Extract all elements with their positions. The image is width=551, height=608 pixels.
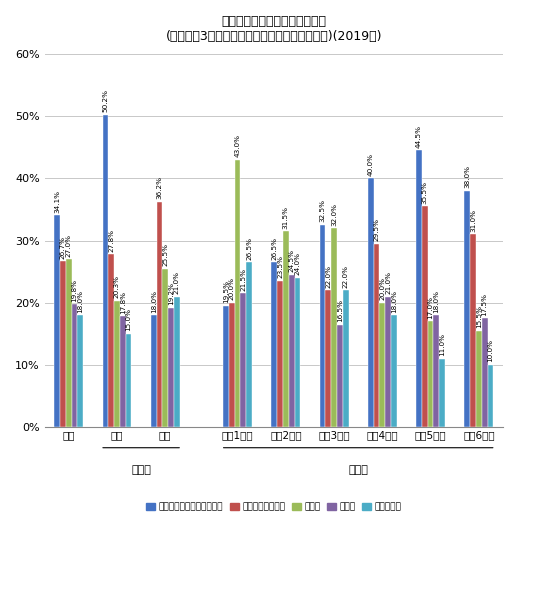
Text: 34.1%: 34.1%: [54, 190, 60, 213]
Bar: [156, 202, 163, 427]
Text: 21.0%: 21.0%: [385, 271, 391, 294]
Bar: [277, 281, 283, 427]
Bar: [235, 160, 240, 427]
Bar: [385, 297, 391, 427]
Bar: [72, 304, 78, 427]
Bar: [126, 334, 132, 427]
Text: 29.5%: 29.5%: [374, 218, 380, 241]
Bar: [331, 228, 337, 427]
Bar: [229, 303, 235, 427]
Text: 43.0%: 43.0%: [235, 134, 241, 157]
Bar: [470, 234, 476, 427]
Text: 50.2%: 50.2%: [102, 89, 109, 112]
Bar: [439, 359, 445, 427]
Text: 18.0%: 18.0%: [150, 290, 156, 313]
Bar: [120, 316, 126, 427]
Text: 40.0%: 40.0%: [368, 153, 374, 176]
Text: 男女別: 男女別: [131, 465, 151, 474]
Text: 19.2%: 19.2%: [168, 282, 174, 305]
Bar: [174, 297, 180, 427]
Bar: [391, 315, 397, 427]
Bar: [476, 331, 482, 427]
Text: 17.8%: 17.8%: [120, 291, 126, 314]
Text: 35.5%: 35.5%: [422, 181, 428, 204]
Bar: [102, 115, 109, 427]
Bar: [54, 215, 60, 427]
Bar: [343, 290, 349, 427]
Bar: [60, 261, 66, 427]
Bar: [464, 191, 470, 427]
Text: 25.5%: 25.5%: [162, 243, 168, 266]
Text: 26.5%: 26.5%: [246, 237, 252, 260]
Text: 23.5%: 23.5%: [277, 255, 283, 278]
Text: 31.5%: 31.5%: [283, 206, 289, 229]
Text: 学年別: 学年別: [348, 465, 368, 474]
Bar: [114, 301, 120, 427]
Bar: [380, 303, 385, 427]
Bar: [422, 206, 428, 427]
Text: 27.0%: 27.0%: [66, 233, 72, 257]
Text: 16.5%: 16.5%: [337, 299, 343, 322]
Bar: [240, 294, 246, 427]
Bar: [271, 262, 277, 427]
Bar: [320, 225, 326, 427]
Text: 11.0%: 11.0%: [439, 333, 445, 356]
Text: 10.0%: 10.0%: [488, 339, 493, 362]
Text: 32.5%: 32.5%: [320, 199, 326, 223]
Text: 20.0%: 20.0%: [229, 277, 235, 300]
Text: 26.5%: 26.5%: [271, 237, 277, 260]
Legend: テレビゲーム・携帯ゲーム, 友達とおしゃべり, 外遊び, テレビ, 家族と遊ぶ: テレビゲーム・携帯ゲーム, 友達とおしゃべり, 外遊び, テレビ, 家族と遊ぶ: [143, 499, 405, 515]
Bar: [337, 325, 343, 427]
Text: 17.5%: 17.5%: [482, 293, 488, 316]
Bar: [428, 322, 434, 427]
Text: 31.0%: 31.0%: [470, 209, 476, 232]
Bar: [434, 315, 439, 427]
Text: 18.0%: 18.0%: [391, 290, 397, 313]
Bar: [246, 262, 252, 427]
Bar: [223, 306, 229, 427]
Text: 38.0%: 38.0%: [464, 165, 470, 188]
Bar: [283, 231, 289, 427]
Text: 44.5%: 44.5%: [416, 125, 422, 148]
Text: 36.2%: 36.2%: [156, 176, 163, 199]
Text: 22.0%: 22.0%: [343, 265, 349, 288]
Bar: [66, 259, 72, 427]
Text: 32.0%: 32.0%: [331, 202, 337, 226]
Bar: [151, 315, 156, 427]
Text: 20.3%: 20.3%: [114, 275, 120, 299]
Bar: [368, 178, 374, 427]
Bar: [326, 290, 331, 427]
Text: 26.7%: 26.7%: [60, 235, 66, 258]
Bar: [295, 278, 300, 427]
Text: 21.5%: 21.5%: [240, 268, 246, 291]
Text: 15.5%: 15.5%: [476, 305, 482, 328]
Text: 21.0%: 21.0%: [174, 271, 180, 294]
Text: 19.8%: 19.8%: [72, 278, 78, 302]
Bar: [488, 365, 493, 427]
Bar: [416, 150, 422, 427]
Bar: [374, 244, 380, 427]
Text: 24.5%: 24.5%: [289, 249, 295, 272]
Text: 22.0%: 22.0%: [325, 265, 331, 288]
Bar: [78, 315, 83, 427]
Text: 19.5%: 19.5%: [223, 280, 229, 303]
Bar: [482, 319, 488, 427]
Title: 何をしている時が一番楽しいか
(小学生、3つまでの複数回答、上位陣、属性別)(2019年): 何をしている時が一番楽しいか (小学生、3つまでの複数回答、上位陣、属性別)(2…: [165, 15, 382, 43]
Text: 20.0%: 20.0%: [379, 277, 385, 300]
Bar: [163, 269, 168, 427]
Bar: [168, 308, 174, 427]
Text: 17.0%: 17.0%: [428, 296, 434, 319]
Text: 27.8%: 27.8%: [108, 229, 114, 252]
Bar: [109, 254, 114, 427]
Text: 18.0%: 18.0%: [434, 290, 439, 313]
Bar: [289, 275, 295, 427]
Text: 18.0%: 18.0%: [77, 290, 83, 313]
Text: 24.0%: 24.0%: [294, 252, 300, 275]
Text: 15.0%: 15.0%: [126, 308, 132, 331]
